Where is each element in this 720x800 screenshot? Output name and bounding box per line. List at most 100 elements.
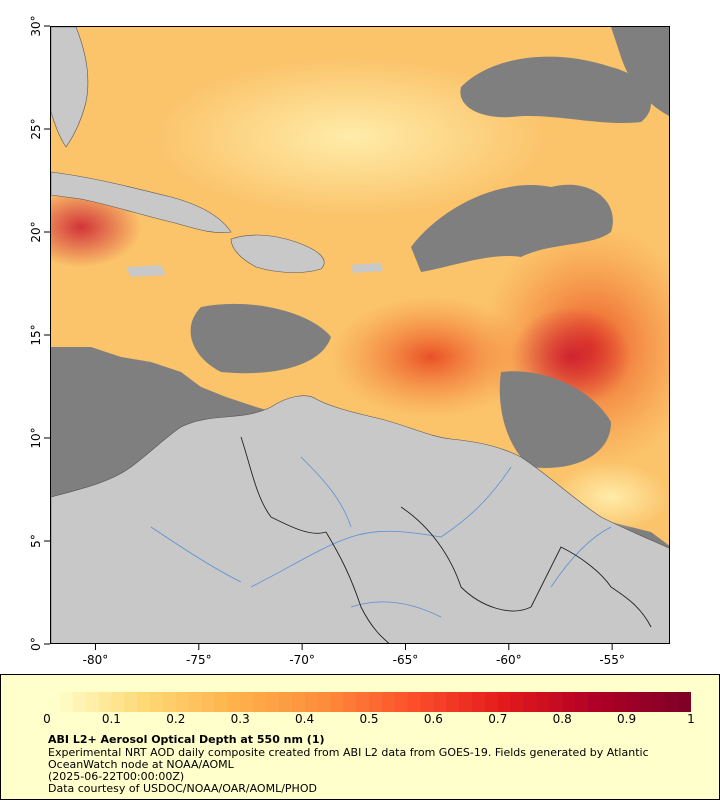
landmass-jamaica [126, 265, 166, 277]
colorbar-segment [227, 692, 241, 712]
legend-description-line-1: Experimental NRT AOD daily composite cre… [48, 746, 649, 759]
colorbar-segment [472, 692, 486, 712]
cloud-gap-atlantic [499, 371, 611, 468]
colorbar-segment [407, 692, 422, 712]
colorbar-tick-label: 0.3 [230, 712, 250, 726]
aerosol-light-north [151, 57, 551, 217]
lon-tick-label: -75° [186, 653, 212, 667]
colorbar-segment [317, 692, 331, 712]
lon-tick-label: -65° [393, 653, 419, 667]
colorbar-segment [150, 692, 164, 712]
colorbar-segment [626, 692, 640, 712]
colorbar-segment [330, 692, 344, 712]
cloud-gap-southwest [51, 347, 211, 487]
colorbar-segment [665, 692, 679, 712]
map-plot [50, 26, 670, 644]
cloud-gap-north [460, 56, 651, 124]
colorbar-segment [291, 692, 306, 712]
colorbar-tick-label: 0.1 [101, 712, 121, 726]
colorbar-segment [265, 692, 280, 712]
colorbar-tick-label: 0.4 [295, 712, 315, 726]
lon-tick-label: -80° [83, 653, 109, 667]
colorbar-segment [536, 692, 550, 712]
landmass-south-america [51, 395, 669, 643]
aerosol-plume-central [331, 297, 531, 417]
lat-tick-label: 5° [29, 534, 43, 548]
colorbar-segment [188, 692, 203, 712]
lon-tick-label: -55° [599, 653, 625, 667]
colorbar-segment [201, 692, 215, 712]
colorbar-segment [111, 692, 125, 712]
colorbar-segment [72, 692, 87, 712]
map-canvas [51, 27, 669, 643]
colorbar-segment [240, 692, 254, 712]
colorbar-segment [420, 692, 434, 712]
landmass-cuba [51, 171, 232, 233]
colorbar-segment [137, 692, 151, 712]
colorbar-segment [433, 692, 447, 712]
colorbar-segment [253, 692, 267, 712]
colorbar-tick-label: 1 [687, 712, 695, 726]
landmass-hispaniola [230, 234, 325, 273]
colorbar-segment [343, 692, 357, 712]
colorbar-segment [356, 692, 370, 712]
cloud-gap-east [411, 184, 613, 272]
colorbar-segment [497, 692, 512, 712]
colorbar-segment [214, 692, 228, 712]
legend-credits: Data courtesy of USDOC/NOAA/OAR/AOML/PHO… [48, 782, 317, 795]
lat-tick-label: 25° [29, 118, 43, 139]
legend-description-line-2: OceanWatch node at NOAA/AOML [48, 758, 234, 771]
colorbar-tick-label: 0.8 [552, 712, 572, 726]
colorbar-segment [562, 692, 576, 712]
landmass-puerto-rico [351, 263, 383, 273]
colorbar-tick-label: 0 [43, 712, 51, 726]
latitude-ticks: 0° 5° 10° 15° 20° 25° 30° [29, 15, 50, 651]
colorbar-segment [484, 692, 499, 712]
colorbar-segment [278, 692, 293, 712]
colorbar-segment [549, 692, 563, 712]
colorbar-segment [510, 692, 525, 712]
cloud-gap-northeast [611, 27, 669, 116]
colorbar-segment [652, 692, 666, 712]
colorbar-segment [175, 692, 190, 712]
colorbar-segment [678, 692, 691, 712]
cloud-gap-caribbean [190, 303, 331, 374]
map-axes: 0° 5° 10° 15° 20° 25° 30° -80° -75° -70° -65° -60°… [29, 15, 625, 667]
colorbar-segment [59, 692, 74, 712]
colorbar-segment [162, 692, 177, 712]
colorbar-segment [85, 692, 100, 712]
colorbar-segment [394, 692, 409, 712]
colorbar [47, 692, 691, 712]
colorbar-segment [639, 692, 653, 712]
lat-tick-label: 30° [29, 15, 43, 36]
country-borders [240, 436, 652, 643]
colorbar-segment [587, 692, 602, 712]
lat-tick-label: 20° [29, 221, 43, 242]
colorbar-tick-label: 0.6 [423, 712, 443, 726]
colorbar-segment [600, 692, 615, 712]
colorbar-segment [575, 692, 589, 712]
colorbar-segment [124, 692, 138, 712]
colorbar-segment [381, 692, 396, 712]
lon-tick-label: -60° [496, 653, 522, 667]
lon-tick-label: -70° [289, 653, 315, 667]
colorbar-segment [369, 692, 383, 712]
legend-date: (2025-06-22T00:00:00Z) [48, 770, 185, 783]
lat-tick-label: 10° [29, 427, 43, 448]
colorbar-segment [523, 692, 537, 712]
colorbar-segment [459, 692, 473, 712]
colorbar-segment [98, 692, 112, 712]
lat-tick-label: 15° [29, 324, 43, 345]
colorbar-tick-label: 0.7 [488, 712, 508, 726]
colorbar-tick-label: 0.5 [359, 712, 379, 726]
colorbar-segment [613, 692, 628, 712]
landmass-florida [51, 27, 89, 148]
colorbar-tick-label: 0.2 [166, 712, 186, 726]
longitude-ticks: -80° -75° -70° -65° -60° -55° [83, 644, 625, 667]
colorbar-segment [304, 692, 318, 712]
legend-panel: 0 0.1 0.2 0.3 0.4 0.5 0.6 0.7 0.8 0.9 1 ABI L2+ Ae… [0, 674, 720, 800]
lat-tick-label: 0° [29, 637, 43, 651]
colorbar-tick-label: 0.9 [617, 712, 637, 726]
colorbar-segment [47, 692, 61, 712]
colorbar-segment [446, 692, 460, 712]
